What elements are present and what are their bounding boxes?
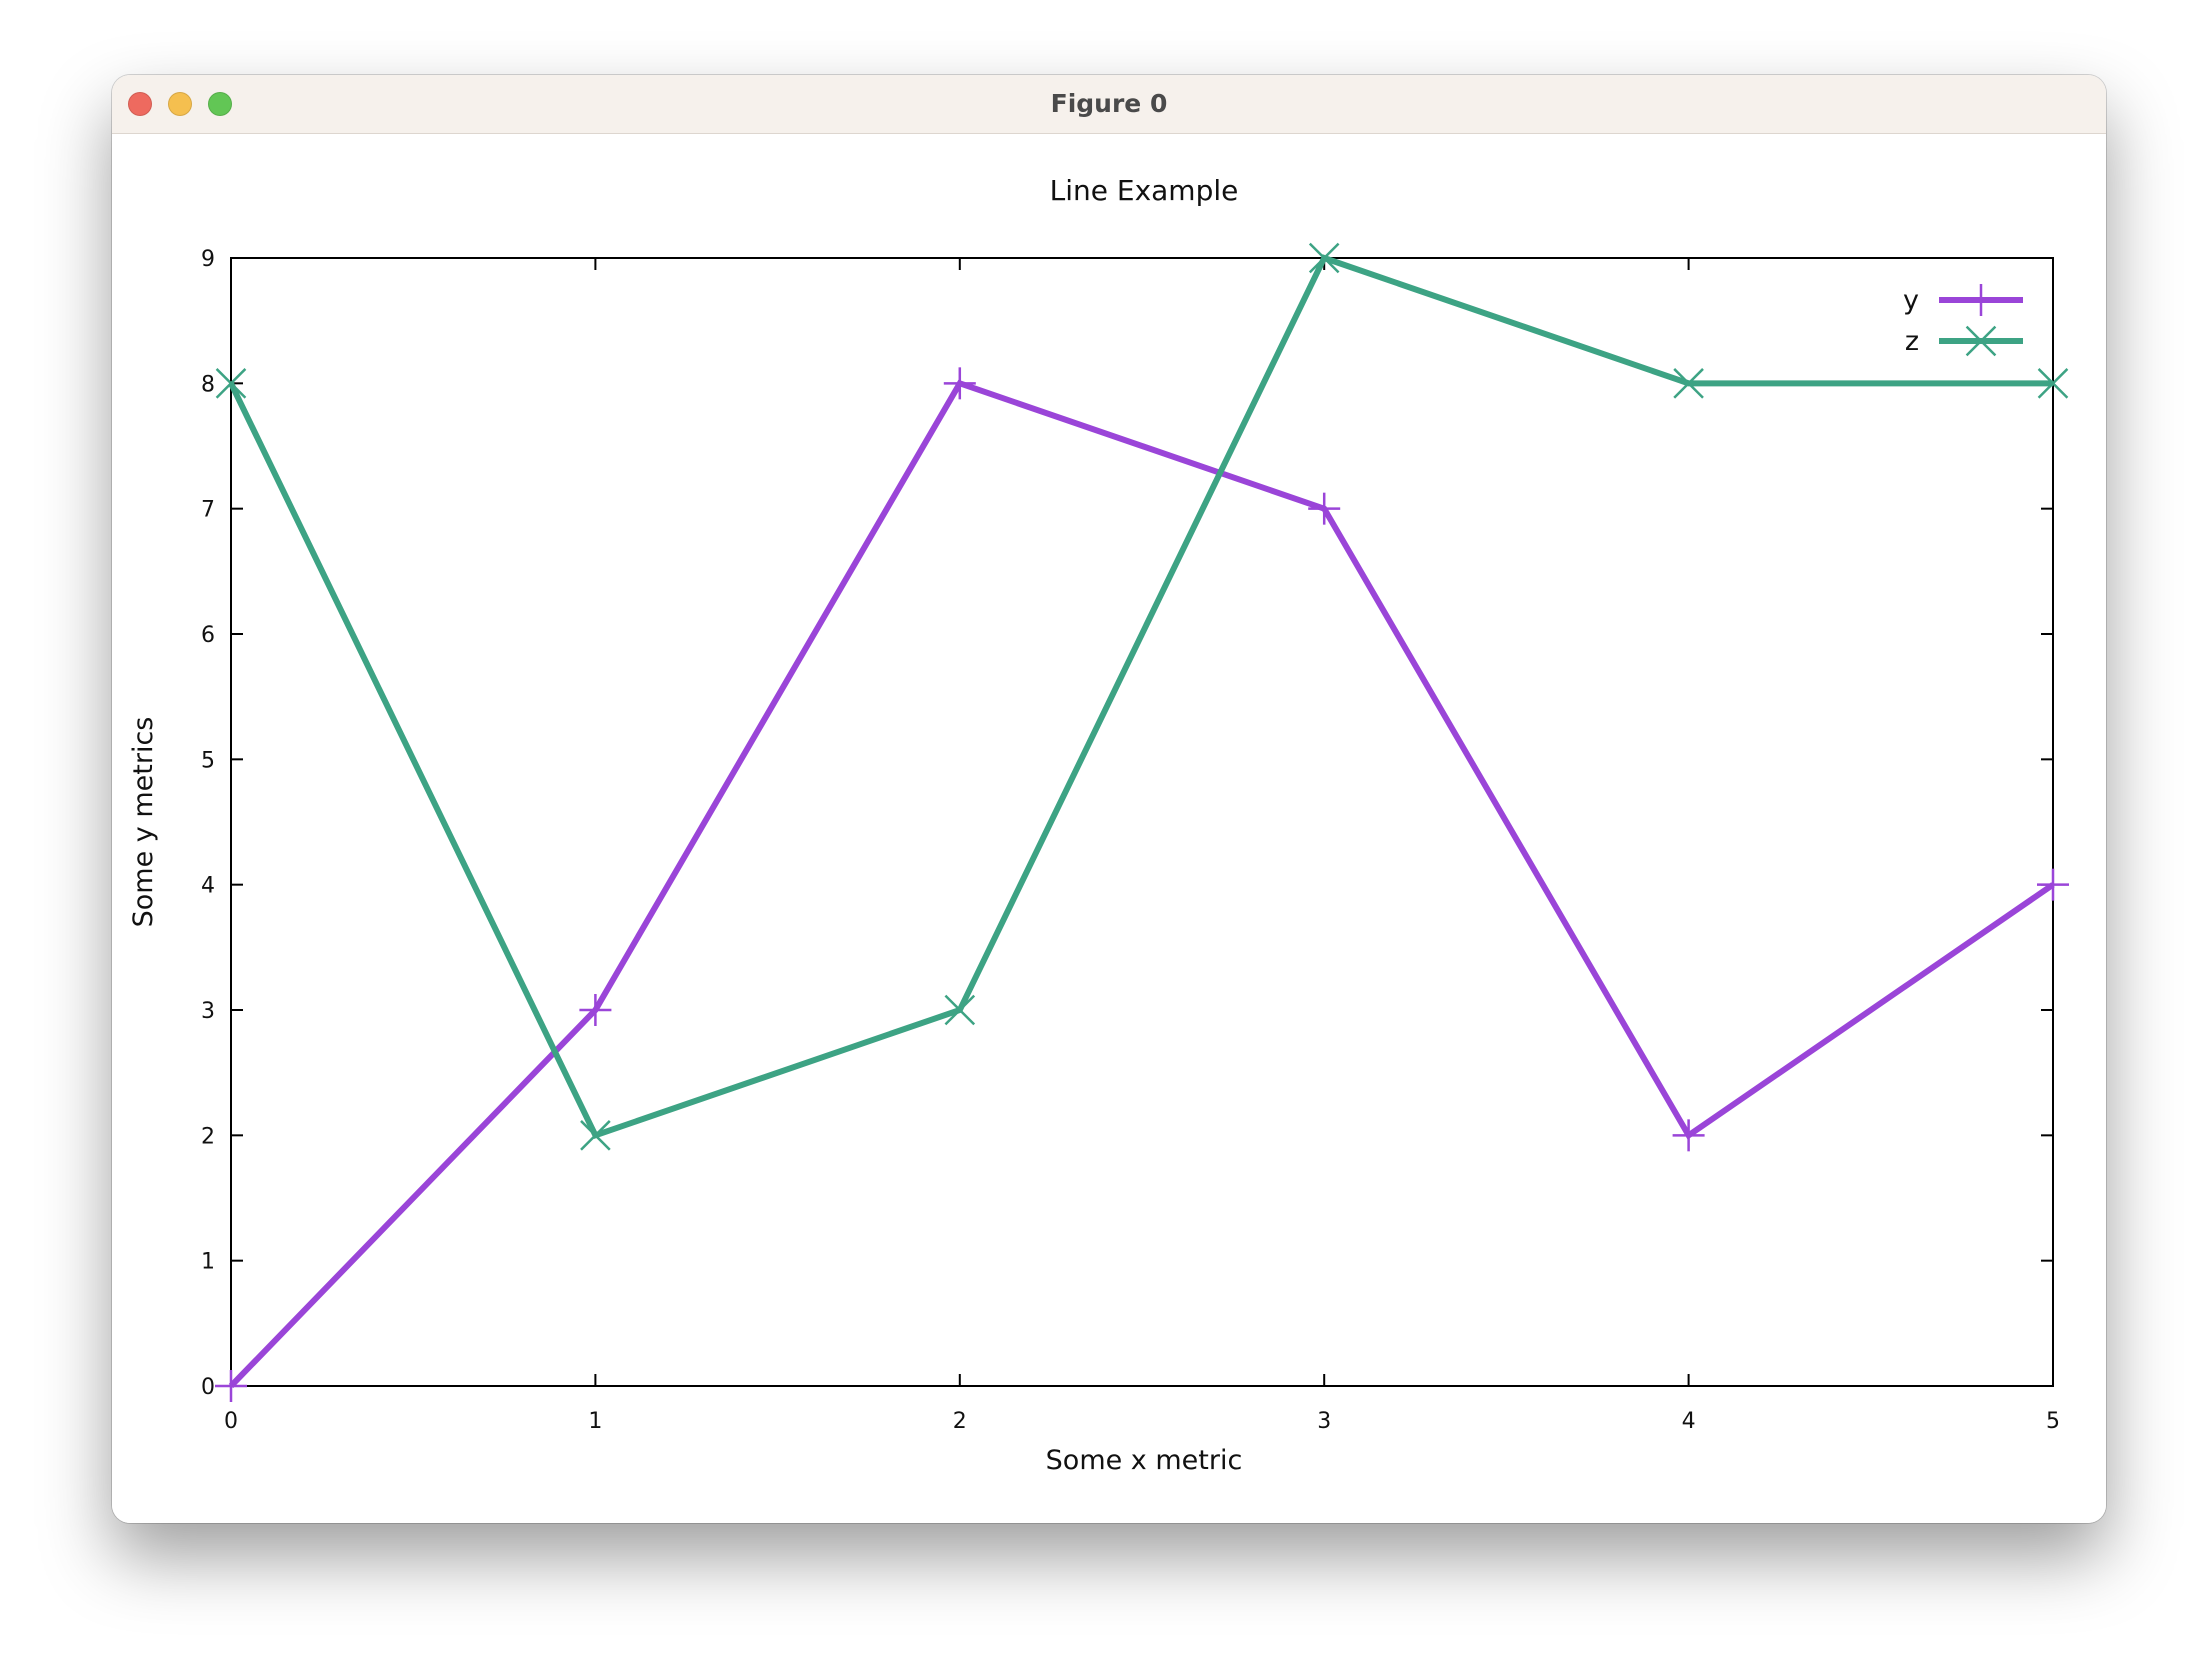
data-point-z (1308, 242, 1340, 274)
data-point-y (1308, 492, 1341, 525)
legend-item-y: y (1903, 284, 2023, 316)
line-chart: Line Example 0 1 2 3 4 5 0 1 2 3 4 5 6 7 8 9 Some x me… (128, 174, 2069, 1476)
plot-area: Line Example 0 1 2 3 4 5 0 1 2 3 4 5 6 7 8 9 Some x me… (112, 134, 2106, 1523)
y-tick-label: 9 (201, 247, 215, 272)
y-tick-label: 4 (201, 874, 215, 899)
y-tick-label: 3 (201, 999, 215, 1024)
data-point-z (215, 368, 247, 399)
series-line-z (228, 254, 2053, 1140)
series-y (215, 367, 2069, 1402)
y-tick-label: 7 (201, 498, 215, 523)
y-tick-label: 2 (201, 1124, 215, 1149)
window-title: Figure 0 (1050, 89, 1168, 118)
y-tick-label: 0 (201, 1375, 215, 1400)
series-z (215, 242, 2069, 1151)
y-tick-label: 1 (201, 1250, 215, 1275)
x-tick-label: 3 (1317, 1409, 1331, 1434)
legend-item-z: z (1905, 325, 2023, 357)
axes-frame (230, 257, 2054, 1387)
legend: yz (1903, 284, 2023, 357)
series-line-y (228, 379, 2055, 1389)
x-tick-label: 2 (953, 1409, 967, 1434)
x-tick-label: 1 (588, 1409, 602, 1434)
data-point-y (215, 1370, 247, 1402)
data-point-y (579, 994, 612, 1026)
y-axis-label: Some y metrics (128, 717, 159, 928)
data-point-y (2037, 868, 2069, 901)
data-point-z (2037, 368, 2069, 399)
x-tick-label: 0 (224, 1409, 238, 1434)
x-tick-label: 4 (1682, 1409, 1696, 1434)
title-bar: Figure 0 (112, 75, 2106, 134)
y-tick-label: 8 (201, 372, 215, 397)
legend-marker (1965, 325, 1997, 357)
data-point-z (1673, 368, 1704, 399)
legend-label: y (1903, 285, 1919, 316)
legend-label: z (1905, 326, 1919, 357)
zoom-window-button[interactable] (208, 92, 232, 116)
x-tick-label: 5 (2046, 1409, 2060, 1434)
data-point-y (943, 367, 976, 400)
plot-border (230, 257, 2054, 1387)
legend-marker (1965, 284, 1997, 316)
series-layer (215, 242, 2069, 1402)
minimize-window-button[interactable] (168, 92, 192, 116)
y-tick-label: 6 (201, 623, 215, 648)
x-axis: 0 1 2 3 4 5 (224, 258, 2060, 1434)
close-window-button[interactable] (128, 92, 152, 116)
x-axis-label: Some x metric (1046, 1445, 1243, 1476)
figure-window: Figure 0 Line Example 0 1 2 3 4 5 0 1 2 3 4 5 6 7 8 9 … (112, 75, 2106, 1523)
data-point-z (944, 994, 976, 1026)
chart-title: Line Example (1050, 174, 1239, 207)
data-point-y (1672, 1119, 1705, 1152)
data-point-z (580, 1120, 611, 1151)
y-tick-label: 5 (201, 748, 215, 773)
y-axis: 0 1 2 3 4 5 6 7 8 9 (201, 247, 2053, 1400)
